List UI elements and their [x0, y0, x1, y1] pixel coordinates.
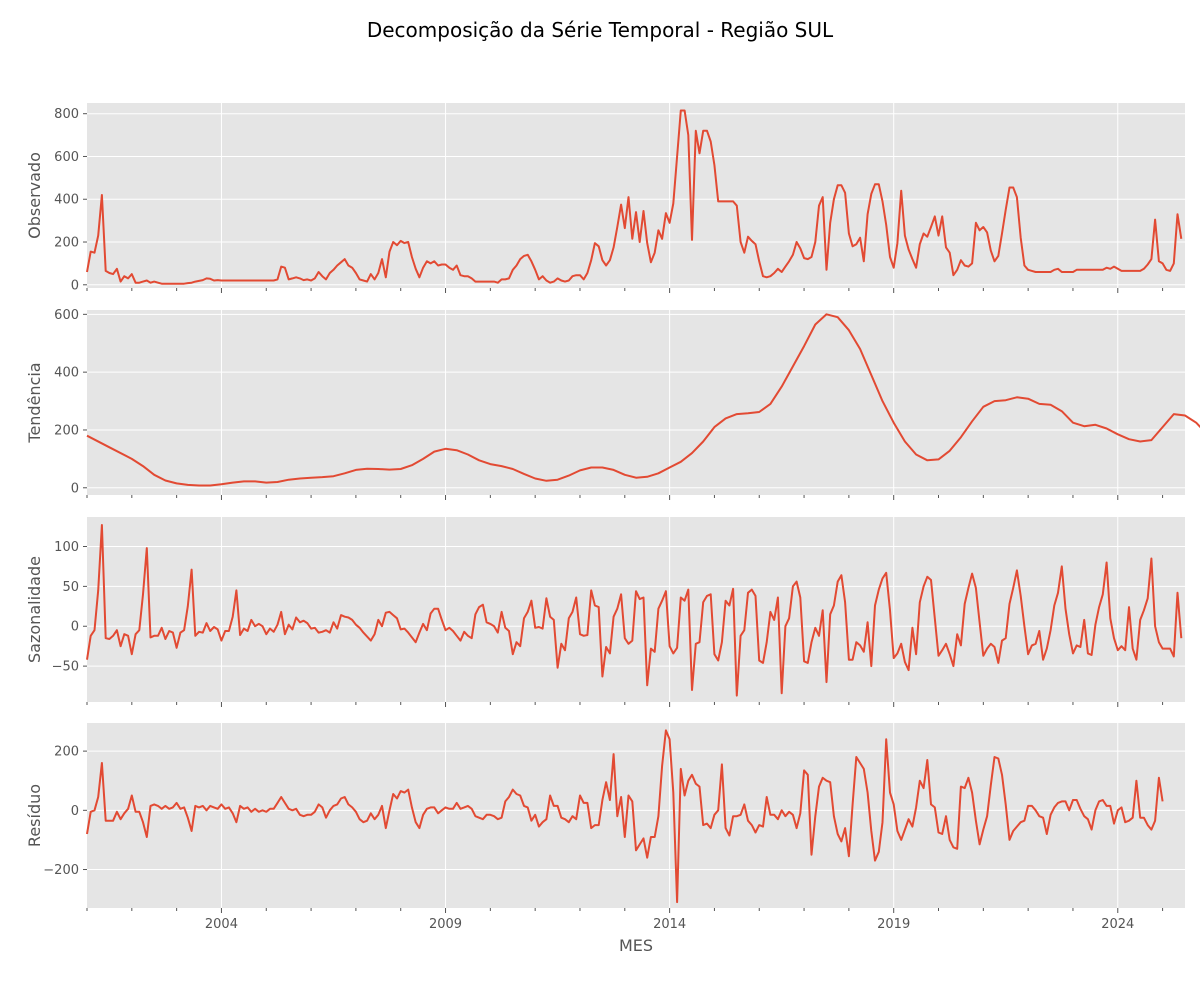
chart-title: Decomposição da Série Temporal - Região …	[367, 18, 834, 42]
y-tick-label: 400	[54, 366, 79, 381]
y-axis-label: Tendência	[25, 362, 44, 443]
y-tick-label: 0	[71, 278, 79, 293]
y-axis-label: Sazonalidade	[25, 556, 44, 663]
y-tick-label: 0	[71, 804, 79, 819]
x-tick-label: 2019	[877, 917, 910, 932]
x-tick-label: 2009	[429, 917, 462, 932]
y-tick-label: 400	[54, 193, 79, 208]
y-tick-label: 200	[54, 423, 79, 438]
series-line-residual	[86, 729, 1164, 904]
panel-observed-background	[87, 103, 1185, 288]
y-tick-label: 600	[54, 150, 79, 165]
x-tick-label: 2024	[1101, 917, 1134, 932]
panel-observed: 0 200 400 600 800 Observado	[25, 103, 1185, 293]
y-axis-label: Observado	[25, 152, 44, 239]
y-tick-label: 200	[54, 236, 79, 251]
y-tick-label: 600	[54, 308, 79, 323]
y-tick-label: 200	[54, 745, 79, 760]
x-axis-label: MES	[619, 936, 653, 955]
y-tick-label: 0	[71, 620, 79, 635]
y-axis-label: Resíduo	[25, 784, 44, 847]
x-tick-label: 2014	[653, 917, 686, 932]
panel-seasonal: −50 0 50 100 Sazonalidade	[25, 517, 1185, 707]
y-tick-label: 50	[62, 580, 79, 595]
panel-trend: 0 200 400 600 Tendência	[25, 308, 1200, 500]
series-line-trend	[86, 313, 1200, 487]
series-line-seasonal	[86, 524, 1183, 697]
x-tick-label: 2004	[205, 917, 238, 932]
series-line-observed	[86, 109, 1183, 285]
panel-residual-background	[87, 723, 1185, 908]
y-tick-label: −50	[52, 660, 79, 675]
y-tick-label: 800	[54, 107, 79, 122]
panel-seasonal-background	[87, 517, 1185, 702]
y-tick-label: −200	[43, 863, 79, 878]
y-tick-label: 100	[54, 540, 79, 555]
panel-residual: −200 0 200 Resíduo	[25, 723, 1185, 913]
y-tick-label: 0	[71, 481, 79, 496]
panel-trend-background	[87, 310, 1185, 495]
